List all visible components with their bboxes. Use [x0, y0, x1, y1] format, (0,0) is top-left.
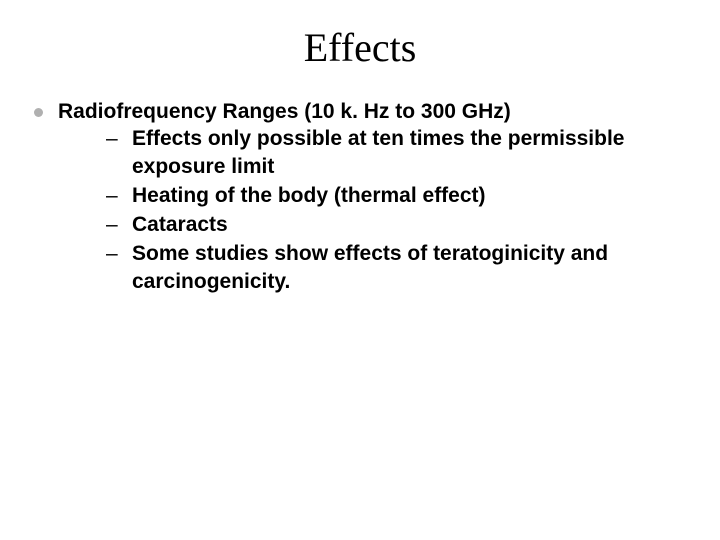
list-item-text: Some studies show effects of teratoginic… [132, 242, 608, 292]
bullet-list-level2: Effects only possible at ten times the p… [58, 125, 690, 295]
list-item-text: Heating of the body (thermal effect) [132, 184, 486, 207]
slide-body: Radiofrequency Ranges (10 k. Hz to 300 G… [0, 71, 720, 295]
list-item-text: Radiofrequency Ranges (10 k. Hz to 300 G… [58, 100, 511, 123]
list-item: Cataracts [106, 211, 690, 238]
list-item-text: Cataracts [132, 213, 228, 236]
slide: Effects Radiofrequency Ranges (10 k. Hz … [0, 0, 720, 540]
list-item-text: Effects only possible at ten times the p… [132, 127, 624, 177]
bullet-list-level1: Radiofrequency Ranges (10 k. Hz to 300 G… [30, 99, 690, 295]
list-item: Radiofrequency Ranges (10 k. Hz to 300 G… [30, 99, 690, 295]
list-item: Effects only possible at ten times the p… [106, 125, 690, 180]
slide-title: Effects [0, 0, 720, 71]
list-item: Some studies show effects of teratoginic… [106, 240, 690, 295]
list-item: Heating of the body (thermal effect) [106, 182, 690, 209]
